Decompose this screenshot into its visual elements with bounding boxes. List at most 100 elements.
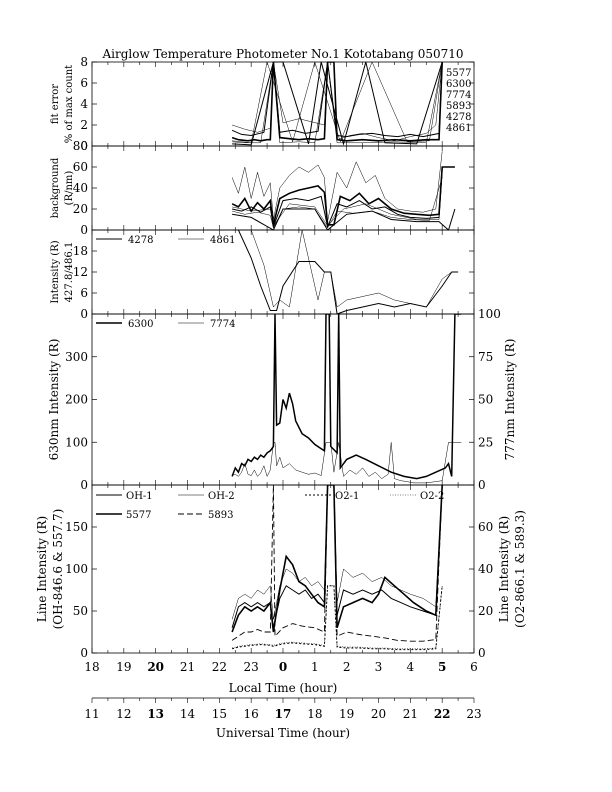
- panel-1: 0 2 4 6 8 fit error% of max count 557763007774…: [50, 55, 475, 153]
- y-tick-label: 0: [80, 478, 88, 492]
- local-tick-label: 0: [279, 660, 287, 674]
- universal-time-label: Universal Time (hour): [216, 726, 350, 740]
- y-tick-label: 50: [73, 604, 88, 618]
- series-line-O2-2: [232, 585, 443, 650]
- y-tick-label: 0: [80, 646, 88, 660]
- y-tick-label: 6: [80, 286, 88, 300]
- panel-4: 0 100 200 300 0 25 50 75 100 630nm Intensity (R) 7…: [47, 307, 517, 492]
- panel-2: 0 20 40 60 80 background (R/nm): [50, 139, 475, 237]
- chart-title: Airglow Temperature Photometer No.1 Koto…: [101, 47, 463, 61]
- y-tick-label: 8: [80, 55, 88, 69]
- local-tick-label: 23: [244, 660, 259, 674]
- y-tick-label: 20: [73, 202, 88, 216]
- universal-tick-label: 14: [180, 707, 196, 721]
- legend-entry: 7774: [210, 319, 235, 330]
- series-line-7774: [231, 151, 443, 222]
- y-axis-label: fit error: [50, 84, 61, 124]
- universal-tick-label: 12: [116, 707, 131, 721]
- universal-tick-label: 11: [84, 707, 99, 721]
- legend-entry: 7774: [446, 90, 471, 101]
- local-tick-label: 21: [180, 660, 195, 674]
- y-axis-label-2: (R/nm): [64, 171, 75, 206]
- y-right-tick-label: 75: [478, 350, 493, 364]
- legend-entry: 4278: [446, 112, 471, 123]
- legend-entry: 5893: [208, 510, 233, 521]
- panel-frame: [91, 61, 475, 147]
- y-tick-label: 6: [80, 76, 88, 90]
- series-line-5577: [231, 166, 455, 226]
- y-tick-label: 18: [73, 244, 88, 258]
- legend-entry: 4861: [446, 123, 471, 134]
- y-right-tick-label: 100: [478, 307, 501, 321]
- universal-tick-label: 21: [403, 707, 418, 721]
- series-line-4278: [232, 61, 443, 146]
- y-right-tick-label: 50: [478, 393, 493, 407]
- local-tick-label: 20: [147, 660, 164, 674]
- legend-entry: O2-1: [335, 491, 359, 502]
- local-time-label: Local Time (hour): [229, 681, 338, 695]
- y-tick-label: 40: [73, 181, 88, 195]
- local-tick-label: 3: [375, 660, 383, 674]
- series-line-5577: [231, 61, 443, 142]
- series-line-O2-1: [231, 585, 443, 651]
- y-tick-label: 100: [65, 435, 88, 449]
- local-tick-label: 18: [84, 660, 99, 674]
- local-tick-label: 4: [407, 660, 415, 674]
- y-right-tick-label: 60: [478, 520, 493, 534]
- y-tick-label: 150: [65, 520, 88, 534]
- y-right-tick-label: 40: [478, 562, 493, 576]
- universal-tick-label: 23: [466, 707, 481, 721]
- legend-entry: 5577: [446, 68, 471, 79]
- legend-entry: OH-2: [208, 491, 235, 502]
- y-tick-label: 100: [65, 562, 88, 576]
- universal-tick-label: 22: [434, 707, 451, 721]
- legend-entry: 5577: [126, 510, 151, 521]
- y-right-tick-label: 25: [478, 435, 493, 449]
- legend-entry: O2-2: [420, 491, 444, 502]
- y-right-axis-label: Line Intensity (R): [497, 516, 511, 622]
- y-tick-label: 80: [73, 139, 88, 153]
- y-right-tick-label: 20: [478, 604, 493, 618]
- y-axis-label: Intensity (R): [50, 240, 61, 303]
- universal-tick-label: 16: [244, 707, 259, 721]
- y-axis-label-2: % of max count: [64, 65, 75, 143]
- series-line-4861: [232, 172, 443, 227]
- series-line-6300: [231, 61, 443, 138]
- y-axis-label: Line Intensity (R): [35, 516, 49, 622]
- legend-entry: 5893: [446, 101, 471, 112]
- series-line-5893: [232, 177, 443, 229]
- local-tick-label: 5: [438, 660, 446, 674]
- series-line-6300: [231, 313, 462, 480]
- panel-3: 0 6 12 18 Intensity (R) 427.8/486.1 4278 4861: [50, 229, 475, 321]
- universal-tick-label: 13: [147, 707, 164, 721]
- legend-entry: OH-1: [126, 491, 153, 502]
- local-tick-label: 22: [212, 660, 227, 674]
- y-right-axis-label-2: (O2-866.1 & 589.3): [513, 510, 527, 628]
- legend-entry: 6300: [446, 79, 471, 90]
- series-line-4861: [232, 229, 459, 308]
- series-line-OH-2: [231, 484, 443, 620]
- y-tick-label: 300: [65, 350, 88, 364]
- y-axis-label: 630nm Intensity (R): [47, 339, 61, 461]
- y-right-axis-label: 777nm Intensity (R): [503, 339, 517, 461]
- universal-tick-label: 19: [339, 707, 354, 721]
- series-line-7774: [232, 442, 462, 484]
- y-axis-label-2: (OH-846.6 & 557.7): [51, 509, 65, 630]
- y-tick-label: 0: [80, 139, 88, 153]
- legend-entry: 4861: [210, 235, 235, 246]
- series-line-6300: [231, 169, 443, 229]
- y-tick-label: 4: [80, 97, 88, 111]
- y-axis-label-2: 427.8/486.1: [64, 242, 75, 303]
- universal-tick-label: 17: [275, 707, 292, 721]
- y-tick-label: 12: [73, 265, 88, 279]
- y-tick-label: 0: [80, 223, 88, 237]
- universal-tick-label: 18: [307, 707, 322, 721]
- local-tick-label: 1: [311, 660, 319, 674]
- y-tick-label: 2: [80, 118, 88, 132]
- y-right-tick-label: 0: [478, 646, 486, 660]
- universal-tick-label: 15: [212, 707, 227, 721]
- series-line-5577: [231, 484, 443, 633]
- series-line-5893: [231, 484, 443, 642]
